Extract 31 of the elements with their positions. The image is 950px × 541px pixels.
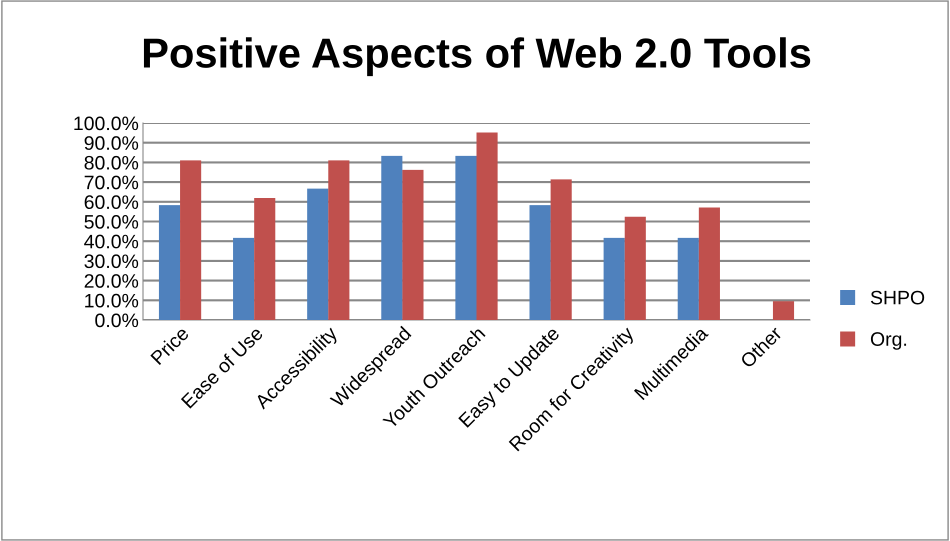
y-tick-label: 0.0% bbox=[95, 313, 138, 328]
bar bbox=[402, 170, 424, 320]
chart-title: Positive Aspects of Web 2.0 Tools bbox=[144, 37, 810, 76]
bar bbox=[328, 160, 350, 320]
y-tick-label: 30.0% bbox=[84, 254, 138, 268]
bar bbox=[455, 156, 476, 320]
bar bbox=[550, 179, 572, 320]
bar bbox=[381, 156, 402, 320]
y-tick-label: 40.0% bbox=[84, 234, 138, 248]
bar bbox=[678, 238, 699, 320]
bar bbox=[180, 160, 202, 320]
bar bbox=[604, 238, 625, 320]
bar bbox=[772, 301, 794, 320]
y-tick-label: 60.0% bbox=[84, 195, 138, 210]
y-tick-label: 90.0% bbox=[84, 136, 138, 150]
legend-label: SHPO bbox=[870, 290, 924, 304]
y-tick-label: 10.0% bbox=[85, 294, 138, 308]
bar bbox=[307, 188, 328, 320]
y-tick-label: 80.0% bbox=[84, 156, 138, 170]
bar bbox=[476, 132, 498, 320]
bar bbox=[158, 205, 180, 320]
bar bbox=[254, 198, 276, 320]
y-tick-label: 100.0% bbox=[74, 116, 138, 130]
bar bbox=[698, 208, 720, 320]
bar bbox=[624, 216, 646, 320]
bar bbox=[529, 205, 551, 320]
y-tick-label: 20.0% bbox=[84, 274, 138, 288]
y-tick-label: 50.0% bbox=[84, 214, 138, 229]
y-tick-label: 70.0% bbox=[84, 176, 138, 190]
bar bbox=[233, 238, 254, 320]
legend-label: Org. bbox=[870, 332, 906, 350]
